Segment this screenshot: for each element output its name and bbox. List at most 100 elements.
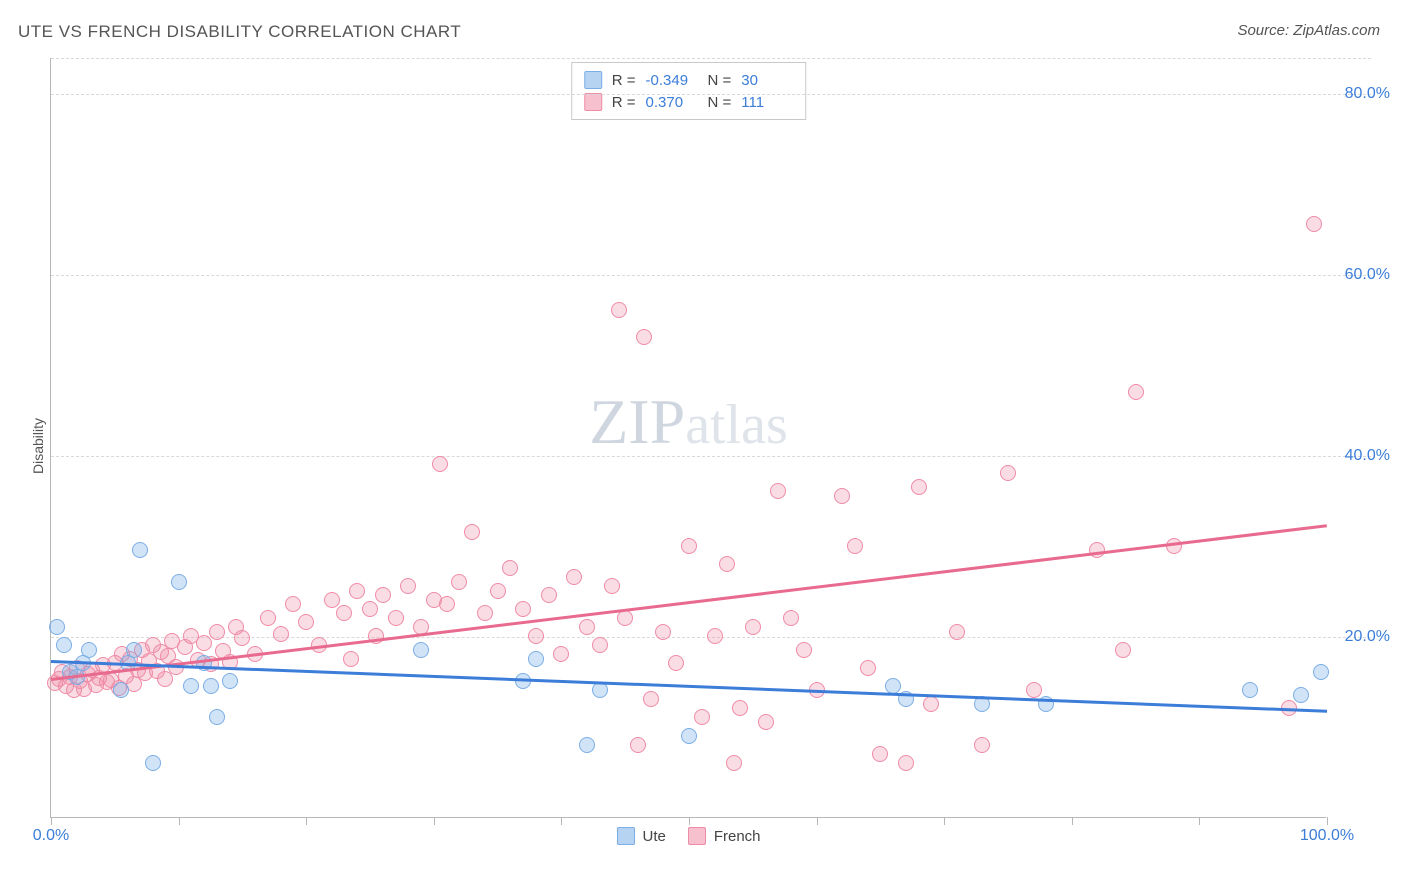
x-tick: [1327, 817, 1328, 825]
french-point: [553, 646, 569, 662]
french-point: [388, 610, 404, 626]
french-point: [1128, 384, 1144, 400]
ute-point: [1242, 682, 1258, 698]
ute-point: [515, 673, 531, 689]
french-point: [655, 624, 671, 640]
plot-area: ZIPatlas R = -0.349 N = 30 R = 0.370 N =…: [50, 58, 1326, 818]
x-tick: [306, 817, 307, 825]
bottom-legend: Ute French: [616, 827, 760, 845]
french-point: [1115, 642, 1131, 658]
x-tick: [817, 817, 818, 825]
french-point: [783, 610, 799, 626]
ute-point: [81, 642, 97, 658]
french-point: [872, 746, 888, 762]
french-point: [362, 601, 378, 617]
ute-point: [145, 755, 161, 771]
french-point: [707, 628, 723, 644]
ute-point: [113, 682, 129, 698]
ute-point: [413, 642, 429, 658]
swatch-ute-icon: [616, 827, 634, 845]
ute-point: [1313, 664, 1329, 680]
french-point: [726, 755, 742, 771]
french-point: [611, 302, 627, 318]
french-point: [923, 696, 939, 712]
french-point: [260, 610, 276, 626]
gridline-h: [51, 275, 1371, 276]
gridline-h: [51, 456, 1371, 457]
ute-point: [222, 673, 238, 689]
french-point: [1306, 216, 1322, 232]
legend-item-french: French: [688, 827, 761, 845]
french-point: [451, 574, 467, 590]
french-point: [758, 714, 774, 730]
french-point: [1000, 465, 1016, 481]
ute-point: [196, 655, 212, 671]
french-point: [668, 655, 684, 671]
french-point: [643, 691, 659, 707]
swatch-ute: [584, 71, 602, 89]
x-tick: [561, 817, 562, 825]
french-point: [349, 583, 365, 599]
french-point: [719, 556, 735, 572]
ute-point: [132, 542, 148, 558]
swatch-french: [584, 93, 602, 111]
french-point: [336, 605, 352, 621]
french-point: [273, 626, 289, 642]
french-point: [949, 624, 965, 640]
y-tick-label: 60.0%: [1330, 266, 1390, 284]
ute-point: [885, 678, 901, 694]
x-tick: [1199, 817, 1200, 825]
ute-point: [56, 637, 72, 653]
n-label: N =: [708, 94, 732, 111]
ute-n-value: 30: [741, 72, 793, 89]
ute-point: [183, 678, 199, 694]
ute-point: [49, 619, 65, 635]
french-point: [636, 329, 652, 345]
n-label: N =: [708, 72, 732, 89]
ute-point: [592, 682, 608, 698]
french-point: [528, 628, 544, 644]
french-r-value: 0.370: [646, 94, 698, 111]
french-point: [694, 709, 710, 725]
french-n-value: 111: [741, 94, 793, 111]
french-point: [196, 635, 212, 651]
french-point: [630, 737, 646, 753]
watermark-atlas: atlas: [685, 394, 788, 456]
french-point: [541, 587, 557, 603]
legend-item-ute: Ute: [616, 827, 665, 845]
french-point: [400, 578, 416, 594]
french-point: [974, 737, 990, 753]
x-tick: [944, 817, 945, 825]
ute-point: [579, 737, 595, 753]
french-point: [796, 642, 812, 658]
french-point: [681, 538, 697, 554]
ute-point: [209, 709, 225, 725]
legend-french-label: French: [714, 828, 761, 845]
french-point: [432, 456, 448, 472]
french-point: [464, 524, 480, 540]
ute-point: [126, 642, 142, 658]
x-tick-label: 100.0%: [1300, 827, 1354, 845]
french-point: [732, 700, 748, 716]
y-axis-label: Disability: [30, 418, 46, 474]
ute-point: [1293, 687, 1309, 703]
ute-point: [681, 728, 697, 744]
watermark-zip: ZIP: [589, 386, 685, 457]
x-tick: [1072, 817, 1073, 825]
swatch-french-icon: [688, 827, 706, 845]
french-point: [285, 596, 301, 612]
chart-title: UTE VS FRENCH DISABILITY CORRELATION CHA…: [18, 22, 461, 42]
french-point: [566, 569, 582, 585]
r-label: R =: [612, 94, 636, 111]
french-point: [898, 755, 914, 771]
stats-row-ute: R = -0.349 N = 30: [584, 69, 794, 91]
french-point: [911, 479, 927, 495]
gridline-h: [51, 94, 1371, 95]
french-point: [234, 630, 250, 646]
french-point: [847, 538, 863, 554]
ute-point: [203, 678, 219, 694]
french-point: [439, 596, 455, 612]
french-point: [343, 651, 359, 667]
french-point: [324, 592, 340, 608]
y-tick-label: 40.0%: [1330, 447, 1390, 465]
